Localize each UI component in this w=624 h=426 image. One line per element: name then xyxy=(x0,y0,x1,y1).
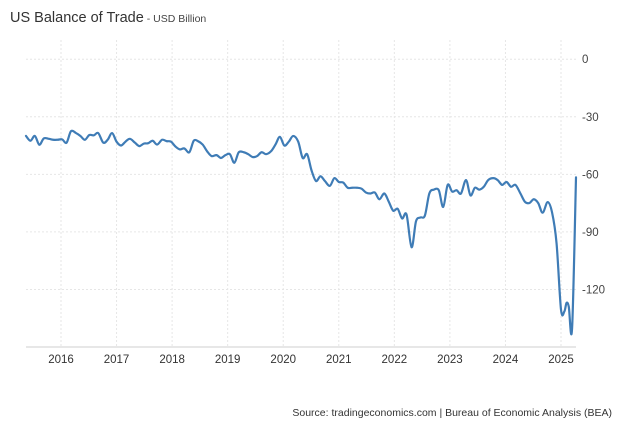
x-tick-label: 2021 xyxy=(326,354,352,366)
x-tick-label: 2017 xyxy=(104,354,130,366)
y-tick-label: -60 xyxy=(582,169,599,181)
y-tick-label: 0 xyxy=(582,54,588,66)
x-tick-label: 2018 xyxy=(159,354,185,366)
x-tick-label: 2019 xyxy=(215,354,241,366)
title-separator: - xyxy=(143,13,154,25)
x-tick-label: 2025 xyxy=(548,354,574,366)
x-tick-label: 2024 xyxy=(493,354,519,366)
y-tick-label: -90 xyxy=(582,227,599,239)
x-axis: 2016 2017 2018 2019 2020 2021 2022 2023 2024 2025 xyxy=(48,354,574,366)
x-tick-label: 2016 xyxy=(48,354,74,366)
x-tick-label: 2022 xyxy=(382,354,408,366)
y-tick-label: -30 xyxy=(582,112,599,124)
chart-title: US Balance of Trade - USD Billion xyxy=(10,9,206,27)
x-tick-label: 2020 xyxy=(270,354,296,366)
y-tick-label: -120 xyxy=(582,284,605,296)
source-note: Source: tradingeconomics.com | Bureau of… xyxy=(292,407,612,419)
series-line-balance-of-trade xyxy=(24,129,578,336)
y-axis: 0 -30 -60 -90 -120 xyxy=(582,54,605,296)
chart-title-text: US Balance of Trade xyxy=(10,10,144,26)
chart-subtitle: USD Billion xyxy=(153,13,207,25)
x-tick-label: 2023 xyxy=(437,354,463,366)
gridlines xyxy=(26,40,576,347)
